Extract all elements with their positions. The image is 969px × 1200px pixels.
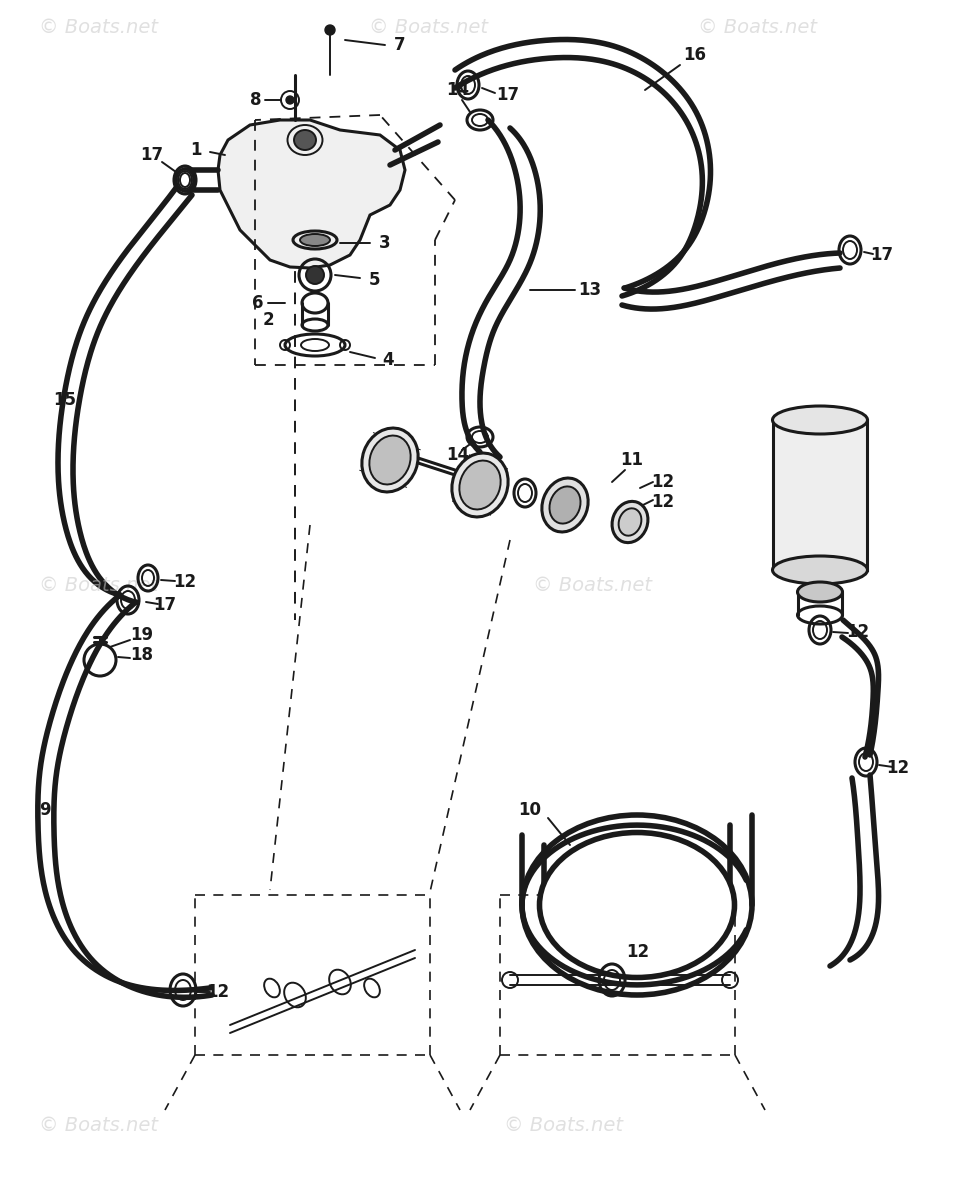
Text: 8: 8: [250, 91, 262, 109]
Text: © Boats.net: © Boats.net: [698, 18, 817, 37]
Circle shape: [305, 266, 324, 284]
Ellipse shape: [452, 454, 508, 517]
Ellipse shape: [771, 556, 866, 584]
Text: 6: 6: [252, 294, 264, 312]
Ellipse shape: [369, 436, 410, 485]
Ellipse shape: [548, 486, 579, 523]
Ellipse shape: [611, 502, 647, 542]
Text: 4: 4: [382, 350, 393, 370]
Text: 7: 7: [393, 36, 405, 54]
Text: 15: 15: [53, 391, 77, 409]
Text: 12: 12: [651, 473, 673, 491]
Text: © Boats.net: © Boats.net: [368, 18, 487, 37]
Ellipse shape: [180, 173, 190, 187]
Text: 12: 12: [846, 623, 868, 641]
Text: © Boats.net: © Boats.net: [533, 576, 652, 595]
Text: 12: 12: [173, 572, 197, 590]
Polygon shape: [218, 120, 405, 268]
Ellipse shape: [294, 130, 316, 150]
Text: 12: 12: [886, 758, 909, 778]
Ellipse shape: [175, 169, 194, 191]
Circle shape: [286, 96, 294, 104]
Text: 11: 11: [620, 451, 642, 469]
Ellipse shape: [361, 428, 418, 492]
Text: © Boats.net: © Boats.net: [39, 576, 158, 595]
Text: 17: 17: [496, 86, 519, 104]
Text: © Boats.net: © Boats.net: [504, 1116, 623, 1135]
Ellipse shape: [771, 406, 866, 434]
Ellipse shape: [797, 582, 842, 602]
Ellipse shape: [618, 509, 641, 535]
Text: 12: 12: [626, 943, 649, 961]
Ellipse shape: [299, 234, 329, 246]
Text: 3: 3: [379, 234, 391, 252]
Text: 14: 14: [446, 446, 469, 464]
Text: 13: 13: [578, 281, 601, 299]
Ellipse shape: [542, 478, 587, 532]
Text: 17: 17: [153, 596, 176, 614]
Text: 16: 16: [683, 46, 705, 64]
Text: 2: 2: [262, 311, 273, 329]
Text: © Boats.net: © Boats.net: [39, 18, 158, 37]
Text: 17: 17: [869, 246, 892, 264]
Ellipse shape: [539, 833, 734, 978]
Ellipse shape: [459, 461, 500, 510]
Text: 17: 17: [141, 146, 164, 164]
Text: 12: 12: [651, 493, 673, 511]
Circle shape: [325, 25, 334, 35]
Text: 19: 19: [130, 626, 153, 644]
Text: 5: 5: [369, 271, 381, 289]
Text: © Boats.net: © Boats.net: [39, 1116, 158, 1135]
Text: 18: 18: [131, 646, 153, 664]
Text: 1: 1: [190, 140, 202, 158]
Bar: [772, 420, 866, 570]
Text: 12: 12: [206, 983, 230, 1001]
Text: 14: 14: [446, 80, 469, 98]
Text: 9: 9: [39, 802, 50, 818]
Text: 10: 10: [518, 802, 541, 818]
